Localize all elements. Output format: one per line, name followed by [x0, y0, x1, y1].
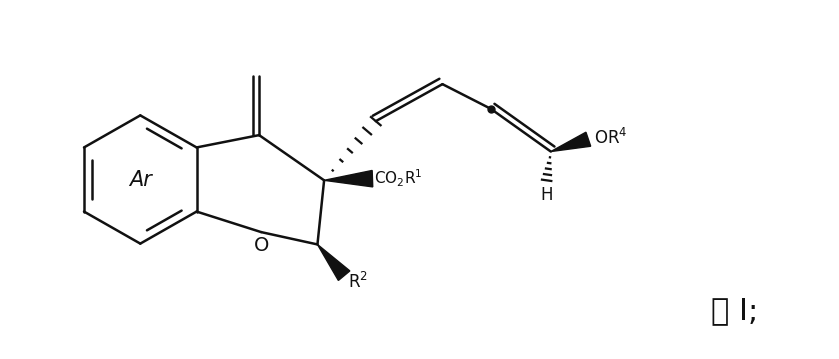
Text: Ar: Ar	[129, 169, 152, 190]
Polygon shape	[551, 132, 591, 151]
Polygon shape	[324, 171, 373, 187]
Text: R$^2$: R$^2$	[348, 272, 368, 292]
Text: O: O	[253, 236, 268, 255]
Text: 式 I;: 式 I;	[711, 297, 758, 326]
Polygon shape	[317, 244, 350, 280]
Text: H: H	[540, 186, 553, 204]
Text: CO$_2$R$^1$: CO$_2$R$^1$	[374, 168, 423, 190]
Text: OR$^4$: OR$^4$	[594, 127, 628, 148]
